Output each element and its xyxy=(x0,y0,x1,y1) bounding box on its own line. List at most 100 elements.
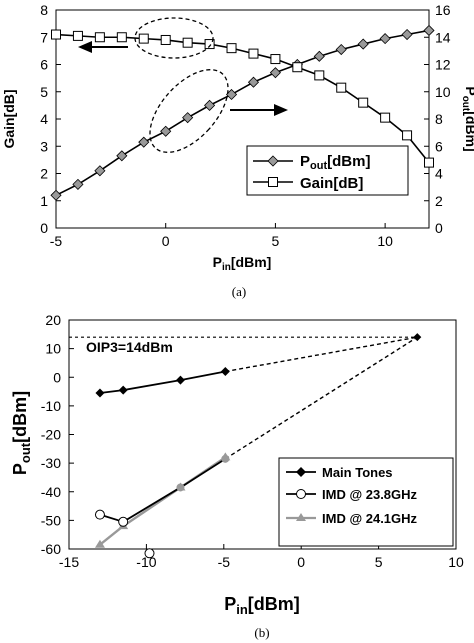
a-xtick-label: 10 xyxy=(377,233,393,249)
b-imd238-point xyxy=(94,509,105,520)
b-main-tone-point xyxy=(118,385,128,395)
b-imd241-point xyxy=(94,539,105,548)
b-imd238-point xyxy=(221,454,230,463)
a-xtick-label: 0 xyxy=(162,233,170,249)
a-gain-point xyxy=(182,37,193,48)
chart-a-legend: Pout[dBm] Gain[dB] xyxy=(246,145,409,196)
a-pout-point xyxy=(401,28,413,41)
b-ytick-label: 0 xyxy=(53,369,61,385)
b-main-tone-point xyxy=(220,367,230,377)
a-pout-point xyxy=(160,125,172,137)
a-gain-point xyxy=(116,32,127,43)
b-ytick-label: -10 xyxy=(41,398,61,414)
a-ytick-label: 1 xyxy=(40,193,48,209)
legend-item-imd-241: IMD @ 24.1GHz xyxy=(286,511,418,526)
chart-b-legend: Main Tones IMD @ 23.8GHz IMD @ 24.1GHz xyxy=(278,457,454,547)
a-gain-point xyxy=(336,82,347,93)
legend-label-main-tones: Main Tones xyxy=(322,465,393,480)
chart-a-y2label: Pout[dBm] xyxy=(460,86,474,151)
b-ytick-label: 20 xyxy=(45,312,61,328)
a-pout-point xyxy=(335,43,347,56)
a-ytick-label: 5 xyxy=(40,84,48,100)
a-pout-point xyxy=(138,136,150,148)
a-pout-point xyxy=(204,99,216,111)
a-y2tick-label: 10 xyxy=(435,84,451,100)
a-gain-point xyxy=(72,30,83,41)
b-xtick-label: 10 xyxy=(448,554,464,570)
a-gain-point xyxy=(270,54,281,65)
a-gain-point xyxy=(314,70,325,81)
chart-b-caption: (b) xyxy=(254,625,269,640)
a-ytick-label: 2 xyxy=(40,166,48,182)
b-series-1-line xyxy=(99,458,226,523)
right-arrow xyxy=(230,104,288,116)
a-pout-point xyxy=(423,24,435,37)
b-imd238-point xyxy=(118,516,129,527)
legend-item-pout: Pout[dBm] xyxy=(253,153,370,172)
b-ytick-label: 10 xyxy=(45,341,61,357)
legend-item-imd-238: IMD @ 23.8GHz xyxy=(286,487,418,502)
a-gain-point xyxy=(292,62,303,73)
a-pout-point xyxy=(182,112,194,124)
b-imd238-outlier-point xyxy=(144,548,155,559)
a-pout-point xyxy=(50,189,62,201)
legend-item-main-tones: Main Tones xyxy=(286,465,393,480)
pout-highlight-ellipse xyxy=(149,69,229,153)
a-gain-point xyxy=(358,97,369,108)
chart-a-caption: (a) xyxy=(232,284,246,299)
b-series-0-extrapolation xyxy=(225,336,418,373)
b-main-tone-point xyxy=(95,388,105,398)
a-pout-point xyxy=(357,38,369,50)
a-pout-point xyxy=(94,165,106,177)
oip3-annotation: OIP3=14dBm xyxy=(86,339,173,355)
a-xtick-label: 5 xyxy=(272,233,280,249)
a-y2tick-label: 14 xyxy=(435,29,451,45)
a-y2tick-label: 12 xyxy=(435,57,451,73)
a-series-1-line xyxy=(55,33,430,164)
b-main-tone-point xyxy=(175,375,185,385)
b-xtick-label: 0 xyxy=(297,554,305,570)
a-ytick-label: 0 xyxy=(40,220,48,236)
oip3-intercept-point xyxy=(413,333,422,342)
gain-highlight-ellipse xyxy=(134,17,214,59)
b-series-0-line xyxy=(99,370,226,394)
legend-label-imd-238: IMD @ 23.8GHz xyxy=(322,487,418,502)
a-gain-point xyxy=(380,112,391,123)
a-gain-point xyxy=(51,29,61,40)
a-ytick-label: 6 xyxy=(40,57,48,73)
a-ytick-label: 4 xyxy=(40,111,48,127)
a-gain-point xyxy=(402,130,413,141)
a-pout-point xyxy=(116,150,128,162)
legend-item-gain: Gain[dB] xyxy=(253,175,363,192)
a-xtick-label: -5 xyxy=(50,233,63,249)
a-gain-point xyxy=(204,39,215,50)
a-y2tick-label: 8 xyxy=(435,111,443,127)
a-pout-point xyxy=(72,178,84,190)
legend-label-pout: Pout[dBm] xyxy=(300,153,370,172)
left-arrow xyxy=(78,41,128,53)
chart-b-ylabel: Pout[dBm] xyxy=(10,391,33,475)
a-pout-point xyxy=(247,76,260,88)
b-ytick-label: -30 xyxy=(41,455,61,471)
b-xtick-label: -15 xyxy=(59,554,79,570)
a-gain-point xyxy=(226,43,237,54)
chart-a-xlabel: Pin[dBm] xyxy=(213,254,272,273)
a-pout-point xyxy=(313,50,325,62)
b-xtick-label: -10 xyxy=(136,554,156,570)
a-gain-point xyxy=(138,33,149,44)
a-pout-point xyxy=(379,33,391,45)
a-ytick-label: 3 xyxy=(40,138,48,154)
a-y2tick-label: 4 xyxy=(435,166,443,182)
a-pout-point xyxy=(269,67,281,79)
a-ytick-label: 8 xyxy=(40,2,48,18)
b-xtick-label: 5 xyxy=(375,554,383,570)
a-gain-point xyxy=(160,34,171,45)
b-imd238-point xyxy=(176,483,185,492)
a-gain-point xyxy=(424,157,434,168)
chart-a-ylabel: Gain[dB] xyxy=(1,89,17,148)
a-y2tick-label: 16 xyxy=(435,2,451,18)
a-ytick-label: 7 xyxy=(40,29,48,45)
b-ytick-label: -50 xyxy=(41,512,61,528)
